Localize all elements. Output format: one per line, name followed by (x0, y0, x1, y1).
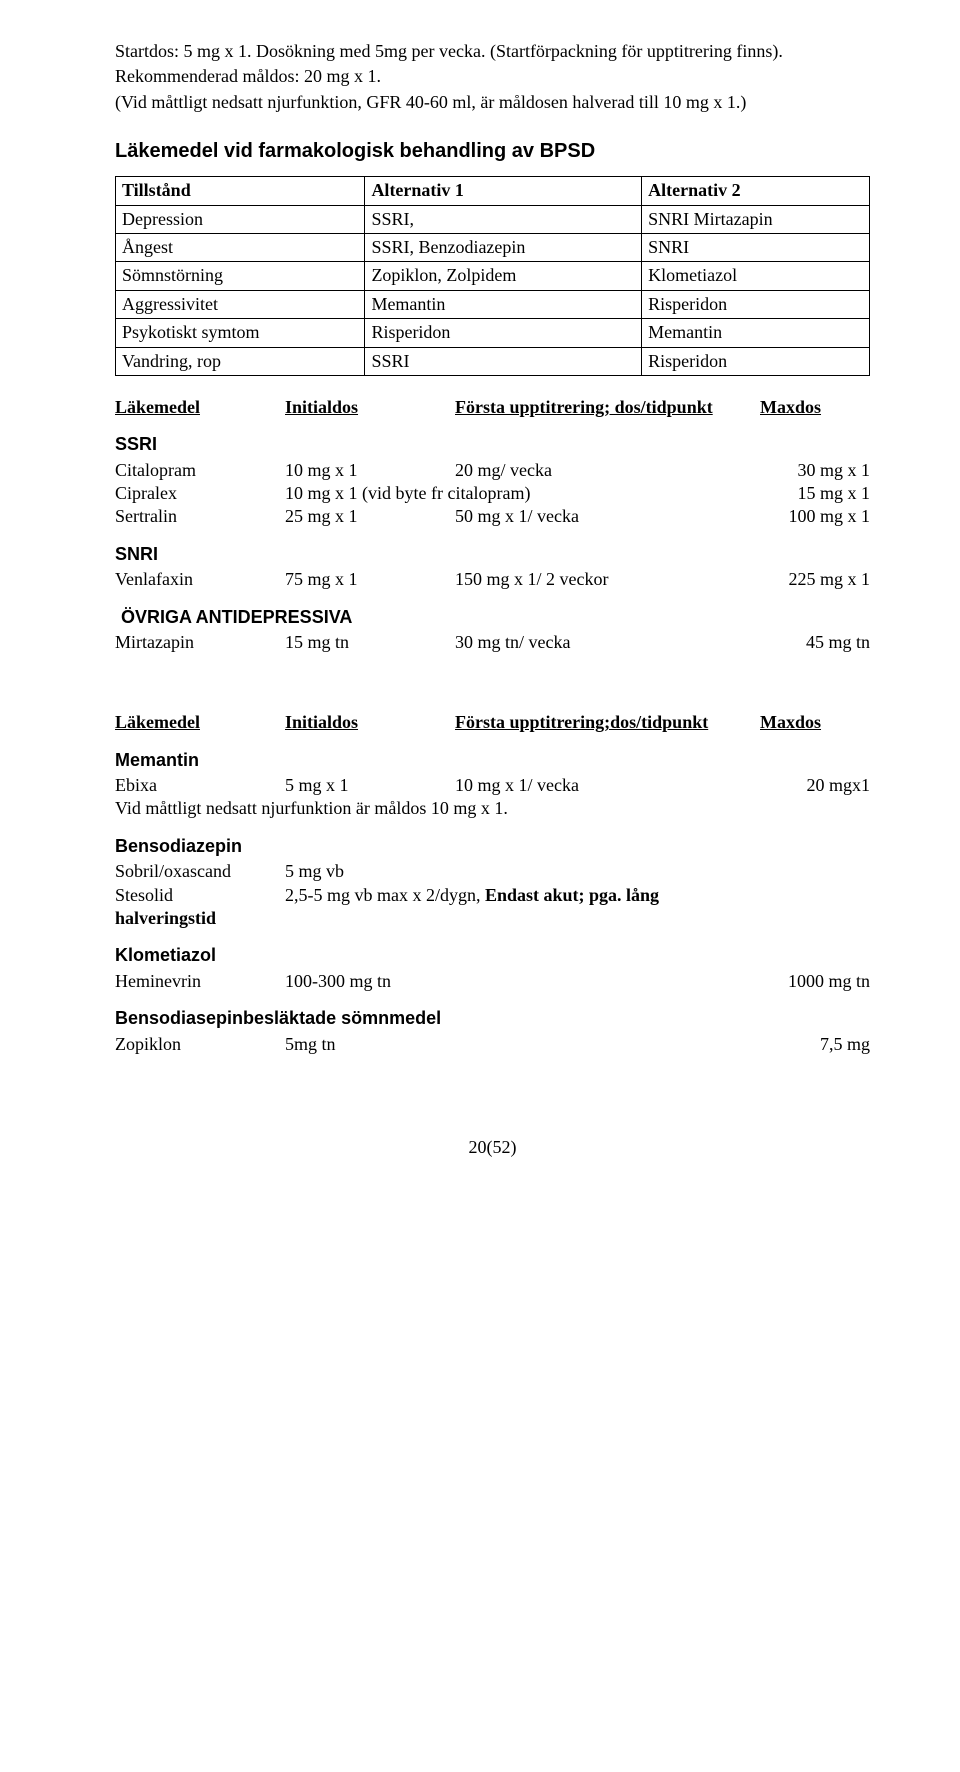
page-number: 20(52) (115, 1136, 870, 1159)
cell: Risperidon (642, 290, 870, 318)
titration: 50 mg x 1/ vecka (455, 505, 760, 528)
stesolid-bold: Endast akut; pga. lång (485, 885, 659, 905)
initdose: 5 mg vb (285, 860, 870, 883)
dose-row: Cipralex10 mg x 1 (vid byte fr citalopra… (115, 482, 870, 505)
initdose: 100-300 mg tn (285, 970, 760, 993)
maxdose: 7,5 mg (760, 1033, 870, 1056)
memantin-note: Vid måttligt nedsatt njurfunktion är mål… (115, 797, 870, 820)
cell: Depression (116, 205, 365, 233)
group-ssri: SSRI (115, 433, 870, 456)
cell: Ångest (116, 233, 365, 261)
table-row: AggressivitetMemantinRisperidon (116, 290, 870, 318)
drug: Cipralex (115, 482, 285, 505)
cell: SNRI (642, 233, 870, 261)
cell: SSRI, Benzodiazepin (365, 233, 642, 261)
cell: Zopiklon, Zolpidem (365, 262, 642, 290)
dose-header: Maxdos (760, 396, 870, 419)
intro-line-2: Rekommenderad måldos: 20 mg x 1. (115, 65, 870, 88)
drug: Citalopram (115, 459, 285, 482)
dose-row: Sobril/oxascand5 mg vb (115, 860, 870, 883)
cell: SSRI (365, 347, 642, 375)
dose-header: Initialdos (285, 396, 455, 419)
drug: Sertralin (115, 505, 285, 528)
table-header-row: Tillstånd Alternativ 1 Alternativ 2 (116, 177, 870, 205)
dose-header: Läkemedel (115, 396, 285, 419)
maxdose: 15 mg x 1 (760, 482, 870, 505)
maxdose: 20 mgx1 (760, 774, 870, 797)
dose-header: Läkemedel (115, 711, 285, 734)
dose-row: Ebixa5 mg x 110 mg x 1/ vecka20 mgx1 (115, 774, 870, 797)
drug: Heminevrin (115, 970, 285, 993)
dose-row: Citalopram10 mg x 120 mg/ vecka30 mg x 1 (115, 459, 870, 482)
dose-row: Zopiklon5mg tn7,5 mg (115, 1033, 870, 1056)
col-header: Alternativ 1 (365, 177, 642, 205)
initdose: 5mg tn (285, 1033, 760, 1056)
cell: Memantin (365, 290, 642, 318)
bensodiazepin-tail: halveringstid (115, 907, 870, 930)
table-row: ÅngestSSRI, BenzodiazepinSNRI (116, 233, 870, 261)
dose-row: Mirtazapin15 mg tn30 mg tn/ vecka45 mg t… (115, 631, 870, 654)
dose-header: Initialdos (285, 711, 455, 734)
dose-row: Venlafaxin75 mg x 1150 mg x 1/ 2 veckor2… (115, 568, 870, 591)
cell: Sömnstörning (116, 262, 365, 290)
group-klometiazol: Klometiazol (115, 944, 870, 967)
dose-header: Första upptitrering;dos/tidpunkt (455, 711, 760, 734)
drug: Mirtazapin (115, 631, 285, 654)
cell: Risperidon (642, 347, 870, 375)
table-row: SömnstörningZopiklon, ZolpidemKlometiazo… (116, 262, 870, 290)
table-row: Vandring, ropSSRIRisperidon (116, 347, 870, 375)
intro-line-3: (Vid måttligt nedsatt njurfunktion, GFR … (115, 91, 870, 114)
initdose: 75 mg x 1 (285, 568, 455, 591)
cell: Psykotiskt symtom (116, 319, 365, 347)
titration: 20 mg/ vecka (455, 459, 760, 482)
cell: Memantin (642, 319, 870, 347)
stesolid-pre: 2,5-5 mg vb max x 2/dygn, (285, 885, 485, 905)
section-title-bpsd: Läkemedel vid farmakologisk behandling a… (115, 138, 870, 164)
cell: Aggressivitet (116, 290, 365, 318)
titration: 30 mg tn/ vecka (455, 631, 760, 654)
cell: SSRI, (365, 205, 642, 233)
initdose: 10 mg x 1 (vid byte fr citalopram) (285, 482, 760, 505)
drug: Sobril/oxascand (115, 860, 285, 883)
group-ovriga: ÖVRIGA ANTIDEPRESSIVA (121, 606, 870, 629)
titration: 150 mg x 1/ 2 veckor (455, 568, 760, 591)
table-row: Psykotiskt symtomRisperidonMemantin (116, 319, 870, 347)
cell: Risperidon (365, 319, 642, 347)
cell: Klometiazol (642, 262, 870, 290)
group-snri: SNRI (115, 543, 870, 566)
initdose: 5 mg x 1 (285, 774, 455, 797)
intro-line-1: Startdos: 5 mg x 1. Dosökning med 5mg pe… (115, 40, 870, 63)
col-header: Alternativ 2 (642, 177, 870, 205)
drug: Zopiklon (115, 1033, 285, 1056)
table-row: DepressionSSRI,SNRI Mirtazapin (116, 205, 870, 233)
cell: SNRI Mirtazapin (642, 205, 870, 233)
dose-header: Maxdos (760, 711, 870, 734)
dose-header-row: Läkemedel Initialdos Första upptitrering… (115, 396, 870, 419)
maxdose: 100 mg x 1 (760, 505, 870, 528)
initdose: 15 mg tn (285, 631, 455, 654)
dose-header-row: Läkemedel Initialdos Första upptitrering… (115, 711, 870, 734)
dose-row: Stesolid 2,5-5 mg vb max x 2/dygn, Endas… (115, 884, 870, 907)
initdose: 25 mg x 1 (285, 505, 455, 528)
col-header: Tillstånd (116, 177, 365, 205)
titration: 10 mg x 1/ vecka (455, 774, 760, 797)
maxdose: 1000 mg tn (760, 970, 870, 993)
drug: Venlafaxin (115, 568, 285, 591)
drug: Ebixa (115, 774, 285, 797)
maxdose: 45 mg tn (760, 631, 870, 654)
drug: Stesolid (115, 884, 285, 907)
bpsd-table: Tillstånd Alternativ 1 Alternativ 2 Depr… (115, 176, 870, 376)
initdose: 2,5-5 mg vb max x 2/dygn, Endast akut; p… (285, 884, 870, 907)
dose-header: Första upptitrering; dos/tidpunkt (455, 396, 760, 419)
initdose: 10 mg x 1 (285, 459, 455, 482)
group-memantin: Memantin (115, 749, 870, 772)
cell: Vandring, rop (116, 347, 365, 375)
group-bensodiazepin: Bensodiazepin (115, 835, 870, 858)
dose-row: Heminevrin100-300 mg tn1000 mg tn (115, 970, 870, 993)
dose-row: Sertralin25 mg x 150 mg x 1/ vecka100 mg… (115, 505, 870, 528)
maxdose: 30 mg x 1 (760, 459, 870, 482)
group-benso-somn: Bensodiasepinbesläktade sömnmedel (115, 1007, 870, 1030)
maxdose: 225 mg x 1 (760, 568, 870, 591)
